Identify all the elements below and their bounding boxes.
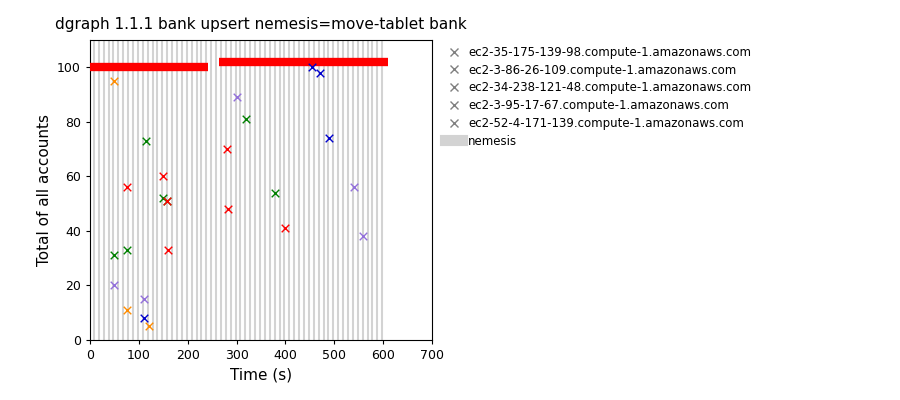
Point (221, 206, 236, 212)
Y-axis label: Total of all accounts: Total of all accounts (37, 114, 51, 266)
Point (141, 323, 156, 330)
Point (161, 247, 176, 253)
Point (107, 252, 122, 259)
Point (156, 173, 170, 180)
Point (267, 190, 282, 196)
Point (305, 64, 320, 70)
Point (160, 198, 175, 204)
Point (139, 138, 153, 144)
X-axis label: Time (s): Time (s) (230, 368, 292, 382)
Point (107, 78, 122, 84)
Point (239, 116, 254, 122)
Point (120, 307, 134, 313)
Point (356, 233, 370, 240)
Point (137, 315, 151, 321)
Point (278, 225, 293, 231)
Point (220, 146, 234, 152)
Legend: ec2-35-175-139-98.compute-1.amazonaws.com, ec2-3-86-26-109.compute-1.amazonaws.c: ec2-35-175-139-98.compute-1.amazonaws.co… (445, 46, 752, 148)
Point (230, 94, 244, 100)
Point (107, 282, 122, 289)
Point (160, 198, 175, 204)
Point (322, 135, 337, 141)
Point (346, 184, 361, 190)
Title: dgraph 1.1.1 bank upsert nemesis=move-tablet bank: dgraph 1.1.1 bank upsert nemesis=move-ta… (55, 17, 467, 32)
Point (120, 184, 134, 190)
Point (312, 70, 327, 76)
Point (156, 195, 170, 201)
Point (120, 247, 134, 253)
Point (137, 296, 151, 302)
